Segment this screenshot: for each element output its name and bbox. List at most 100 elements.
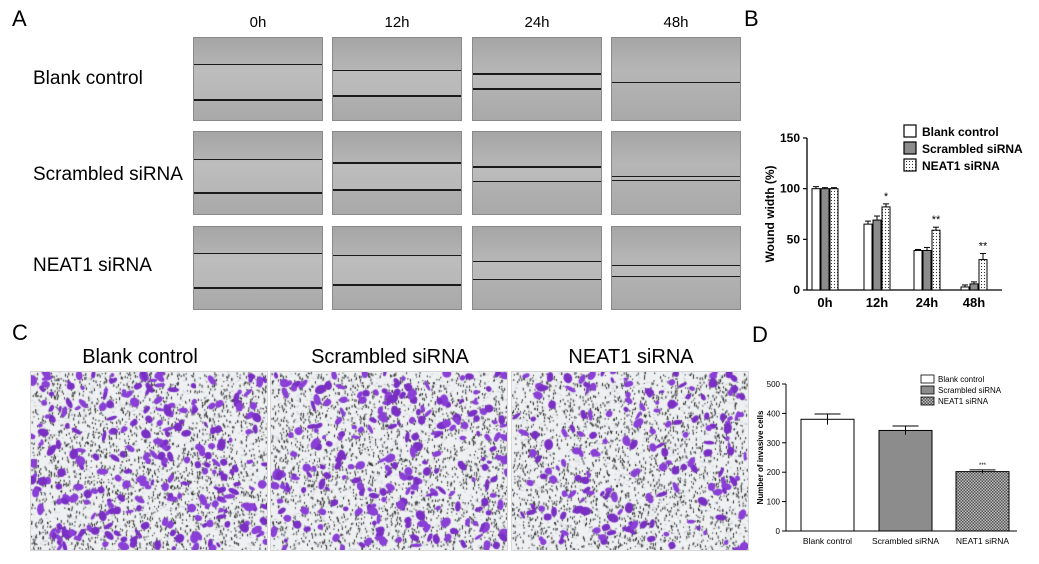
- transwell-image-blank-control: [30, 371, 268, 551]
- y-tick-label: 100: [780, 182, 800, 196]
- wound-edge-line: [473, 260, 601, 262]
- legend-label: Scrambled siRNA: [938, 386, 1002, 395]
- bar-scrambled-sirna: [878, 429, 933, 532]
- bar-blank-control: [960, 286, 970, 291]
- y-axis-label: Number of invasive cells: [756, 410, 765, 504]
- legend-swatch: [920, 374, 935, 384]
- legend-label: NEAT1 siRNA: [922, 159, 1000, 173]
- legend-label: Blank control: [938, 375, 984, 384]
- x-tick-label: 24h: [916, 295, 938, 310]
- wound-edge-line: [194, 253, 322, 255]
- panel-label-c: C: [12, 320, 28, 345]
- significance-marker: ***: [979, 463, 987, 469]
- bar-scrambled-sirna: [969, 283, 979, 291]
- wound-micrograph: [472, 37, 602, 121]
- wound-edge-line: [473, 88, 601, 90]
- x-tick-label: 48h: [963, 295, 985, 310]
- bar-scrambled-sirna: [872, 219, 882, 291]
- timepoint-label: 12h: [384, 14, 410, 31]
- legend-label: NEAT1 siRNA: [938, 397, 989, 406]
- bar-neat1-sirna: [829, 188, 839, 291]
- wound-edge-line: [612, 179, 740, 182]
- y-tick-label: 100: [767, 498, 781, 507]
- y-axis-label: Wound width (%): [763, 165, 777, 262]
- timepoint-label: 24h: [524, 14, 550, 31]
- invasive-cells-bar-chart: 0 100 200 300 400 500 Number of invasive cells…: [756, 374, 1017, 546]
- wound-edge-line: [194, 192, 322, 194]
- legend-swatch: [903, 141, 917, 155]
- wound-edge-line: [333, 189, 461, 191]
- legend-swatch: [920, 385, 935, 395]
- wound-edge-line: [473, 180, 601, 183]
- row-label-scrambled-sirna: Scrambled siRNA: [33, 164, 183, 185]
- wound-edge-line: [473, 73, 601, 75]
- y-tick-label: 50: [787, 232, 801, 246]
- bar-neat1-sirna: [881, 206, 891, 291]
- legend-label: Blank control: [922, 125, 999, 139]
- wound-micrograph: [472, 226, 602, 310]
- y-tick-label: 150: [780, 131, 800, 145]
- transwell-image-neat1-sirna: [511, 371, 749, 551]
- significance-marker: **: [932, 214, 941, 226]
- bar-neat1-sirna: [931, 229, 941, 291]
- wound-edge-line: [194, 64, 322, 66]
- wound-micrograph: [611, 37, 741, 121]
- wound-edge-line: [473, 166, 601, 168]
- legend-label: Scrambled siRNA: [922, 142, 1023, 156]
- legend-swatch: [920, 396, 935, 406]
- bar-blank-control: [800, 418, 855, 532]
- wound-micrograph: [332, 226, 462, 310]
- y-tick-label: 300: [767, 439, 781, 448]
- wound-edge-line: [612, 81, 740, 84]
- panel-label-d: D: [752, 322, 768, 347]
- wound-edge-line: [333, 284, 461, 286]
- y-tick-label: 400: [767, 409, 781, 418]
- x-tick-label: NEAT1 siRNA: [956, 536, 1010, 546]
- wound-edge-line: [473, 279, 601, 281]
- wound-healing-micrograph-grid: [0, 0, 1, 1]
- wound-micrograph: [472, 131, 602, 215]
- y-tick-label: 200: [767, 468, 781, 477]
- wound-edge-line: [194, 287, 322, 289]
- bar-neat1-sirna: [978, 259, 988, 291]
- significance-marker: *: [884, 191, 889, 203]
- significance-marker: **: [979, 241, 988, 253]
- y-tick-label: 500: [767, 380, 781, 389]
- bar-blank-control: [811, 188, 821, 291]
- row-label-neat1-sirna: NEAT1 siRNA: [33, 255, 152, 276]
- wound-edge-line: [333, 254, 461, 257]
- wound-edge-line: [333, 95, 461, 97]
- panel-label-b: B: [744, 6, 759, 31]
- y-tick-label: 0: [776, 527, 781, 536]
- wound-edge-line: [612, 264, 740, 267]
- timepoint-label: 0h: [249, 14, 267, 31]
- wound-edge-line: [612, 275, 740, 278]
- stain-title-blank-control: Blank control: [82, 346, 198, 368]
- bar-scrambled-sirna: [820, 188, 830, 291]
- wound-micrograph: [332, 131, 462, 215]
- wound-micrograph: [193, 131, 323, 215]
- transwell-image-scrambled-sirna: [270, 371, 508, 551]
- bar-blank-control: [863, 223, 873, 291]
- wound-edge-line: [333, 162, 461, 164]
- stain-title-neat1-sirna: NEAT1 siRNA: [568, 346, 694, 368]
- y-tick-label: 0: [793, 283, 800, 297]
- stain-title-scrambled-sirna: Scrambled siRNA: [311, 346, 469, 368]
- wound-edge-line: [612, 175, 740, 178]
- x-tick-label: Scrambled siRNA: [872, 536, 939, 546]
- legend-swatch: [903, 158, 917, 172]
- wound-edge-line: [333, 69, 461, 72]
- row-label-blank-control: Blank control: [33, 68, 143, 89]
- x-tick-label: Blank control: [803, 536, 852, 546]
- panel-label-a: A: [12, 6, 27, 31]
- wound-edge-line: [194, 99, 322, 101]
- wound-micrograph: [193, 37, 323, 121]
- legend-swatch: [903, 124, 917, 138]
- wound-micrograph: [611, 226, 741, 310]
- wound-edge-line: [194, 158, 322, 161]
- wound-micrograph: [193, 226, 323, 310]
- wound-micrograph: [611, 131, 741, 215]
- bar-scrambled-sirna: [922, 249, 932, 291]
- bar-blank-control: [913, 249, 923, 291]
